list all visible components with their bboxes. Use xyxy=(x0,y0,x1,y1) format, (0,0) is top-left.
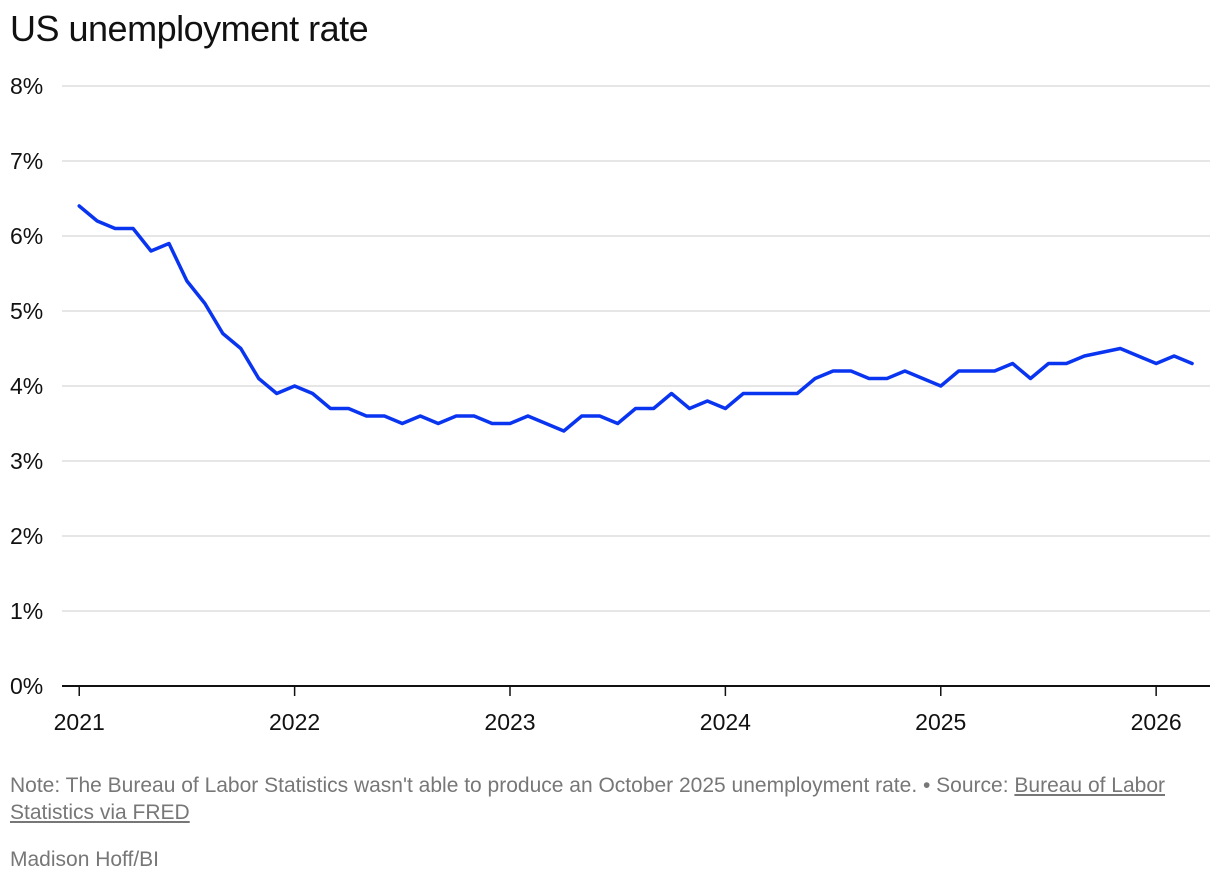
x-axis: 2021 2022 2023 2024 2025 2026 xyxy=(54,685,1210,735)
x-tick-label: 2024 xyxy=(700,709,751,735)
y-tick-label: 6% xyxy=(10,223,43,249)
y-tick-label: 2% xyxy=(10,523,43,549)
y-tick-label: 7% xyxy=(10,148,43,174)
x-tick-label: 2021 xyxy=(54,709,105,735)
chart-credit: Madison Hoff/BI xyxy=(10,848,160,871)
y-tick-label: 8% xyxy=(10,73,43,99)
y-tick-label: 4% xyxy=(10,373,43,399)
series-line-unemployment-rate xyxy=(77,204,1194,433)
chart-title: US unemployment rate xyxy=(10,8,369,49)
y-axis-ticks: 0% 1% 2% 3% 4% 5% 6% 7% 8% xyxy=(10,73,43,699)
line-chart: 0%1%2%3%4%5%6%7%8% 2021 2022 2023 2024 2025 2… xyxy=(10,73,1210,735)
note-text: Note: The Bureau of Labor Statistics was… xyxy=(10,774,1009,797)
y-tick-label: 0% xyxy=(10,673,43,699)
y-tick-label: 5% xyxy=(10,298,43,324)
x-tick-label: 2025 xyxy=(915,709,966,735)
series-lines xyxy=(77,204,1194,433)
gridlines xyxy=(62,85,1210,612)
y-tick-label: 3% xyxy=(10,448,43,474)
x-tick-label: 2023 xyxy=(484,709,535,735)
chart-note: Note: The Bureau of Labor Statistics was… xyxy=(10,772,1210,826)
source-link[interactable]: Bureau of Labor Statistics via FRED xyxy=(10,774,1165,824)
y-tick-label: 1% xyxy=(10,598,43,624)
x-tick-label: 2026 xyxy=(1131,709,1182,735)
x-tick-label: 2022 xyxy=(269,709,320,735)
